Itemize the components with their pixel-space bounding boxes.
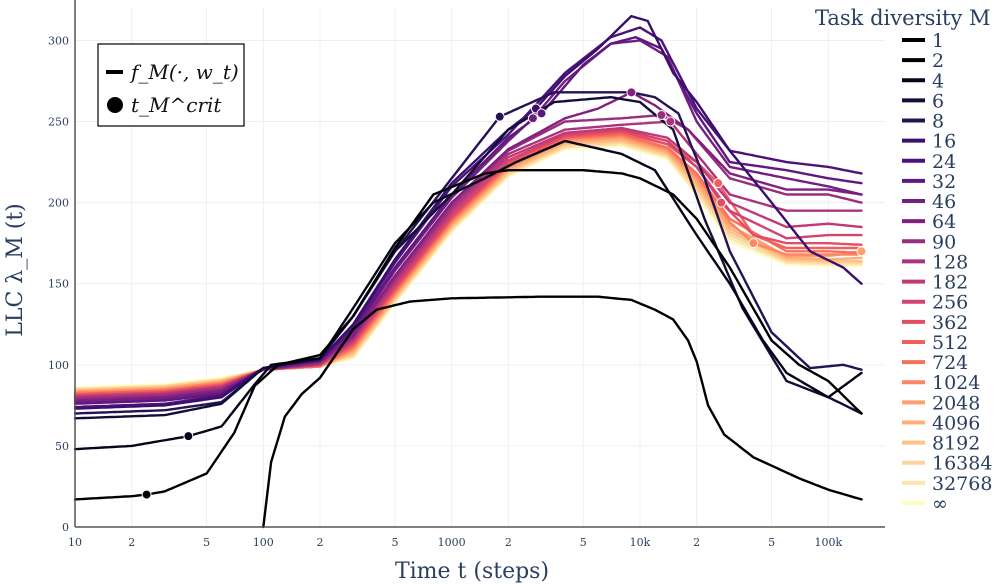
critical-point-128: [665, 116, 676, 127]
x-tick-label: 2: [317, 536, 324, 549]
critical-point-64: [626, 87, 637, 98]
x-tick-label: 5: [580, 536, 587, 549]
series-lines: [73, 14, 863, 529]
x-tick-label: 2: [128, 536, 135, 549]
x-tick-label: 5: [203, 536, 210, 549]
x-axis-title: Time t (steps): [395, 559, 549, 584]
series-line-724: [73, 133, 863, 396]
y-tick-label: 50: [55, 440, 69, 453]
x-tick-label: 1000: [438, 536, 466, 549]
series-line-90: [73, 113, 863, 401]
legend-label-64: 64: [932, 211, 956, 233]
critical-point-2: [141, 489, 152, 500]
legend-label-512: 512: [932, 332, 968, 354]
series-line-1: [262, 295, 863, 529]
legend-label-16384: 16384: [932, 453, 992, 475]
y-axis-title: LLC λ_M (t): [3, 203, 28, 337]
legend-title: Task diversity M: [815, 6, 991, 30]
x-tick-label: 5: [768, 536, 775, 549]
series-line-1024: [73, 134, 863, 394]
y-tick-labels: 0 50 100 150 200 250 300: [48, 34, 69, 534]
legend-label-362: 362: [932, 312, 968, 334]
legend-label-16: 16: [932, 131, 956, 153]
x-tick-label: 10k: [630, 536, 651, 549]
legend-label-90: 90: [932, 231, 956, 253]
legend-label-256: 256: [932, 292, 968, 314]
legend: 1246816243246649012818225636251272410242…: [902, 30, 992, 515]
series-line-2: [73, 169, 863, 501]
series-line-32: [73, 36, 863, 405]
critical-point-4: [183, 431, 194, 442]
x-tick-label: 100: [253, 536, 274, 549]
critical-point-90: [656, 110, 667, 121]
series-line-8: [73, 91, 863, 415]
y-tick-label: 250: [48, 116, 69, 129]
critical-point-362: [716, 197, 727, 208]
y-tick-label: 300: [48, 34, 69, 47]
legend-label-46: 46: [932, 191, 956, 213]
legend-label-182: 182: [932, 272, 968, 294]
series-line-6: [73, 96, 863, 420]
critical-point-46: [527, 113, 538, 124]
legend-label-∞: ∞: [932, 493, 948, 515]
y-tick-label: 0: [62, 521, 69, 534]
critical-point-512: [713, 178, 724, 189]
x-tick-label: 5: [391, 536, 398, 549]
legend-label-4: 4: [932, 70, 944, 92]
inset-marker-label: t_M^crit: [131, 93, 222, 117]
y-tick-label: 150: [48, 278, 69, 291]
critical-point-2048: [856, 246, 867, 257]
series-line-16: [73, 14, 863, 410]
y-tick-label: 200: [48, 197, 69, 210]
legend-label-32: 32: [932, 171, 956, 193]
legend-label-1: 1: [932, 30, 944, 52]
series-line-16384: [73, 141, 863, 391]
critical-point-32: [536, 108, 547, 119]
x-tick-label: 2: [505, 536, 512, 549]
series-line-256: [73, 128, 863, 397]
legend-label-4096: 4096: [932, 412, 980, 434]
legend-label-2: 2: [932, 50, 944, 72]
legend-label-724: 724: [932, 352, 968, 374]
legend-label-1024: 1024: [932, 372, 980, 394]
x-tick-labels: 10 2 5 100 2 5 1000 2 5 10k 2 5 100k: [68, 536, 842, 549]
x-tick-label: 100k: [814, 536, 842, 549]
x-tick-label: 2: [693, 536, 700, 549]
legend-label-8192: 8192: [932, 433, 980, 455]
inset-legend: f_M(·, w_t) t_M^crit: [97, 43, 245, 127]
legend-label-6: 6: [932, 90, 944, 112]
series-line-128: [73, 120, 863, 399]
legend-label-8: 8: [932, 111, 944, 133]
critical-markers: [141, 87, 867, 500]
inset-line-label: f_M(·, w_t): [129, 60, 239, 84]
y-tick-label: 100: [48, 359, 69, 372]
critical-point-1024: [748, 238, 759, 249]
legend-label-32768: 32768: [932, 473, 992, 495]
inset-marker-swatch: [107, 97, 123, 113]
legend-label-24: 24: [932, 151, 956, 173]
series-line-4: [73, 139, 863, 451]
critical-point-8: [494, 111, 505, 122]
legend-label-2048: 2048: [932, 392, 980, 414]
inset-legend-box: [97, 43, 245, 127]
axes: [74, 0, 885, 528]
legend-label-128: 128: [932, 251, 968, 273]
x-tick-label: 10: [68, 536, 82, 549]
